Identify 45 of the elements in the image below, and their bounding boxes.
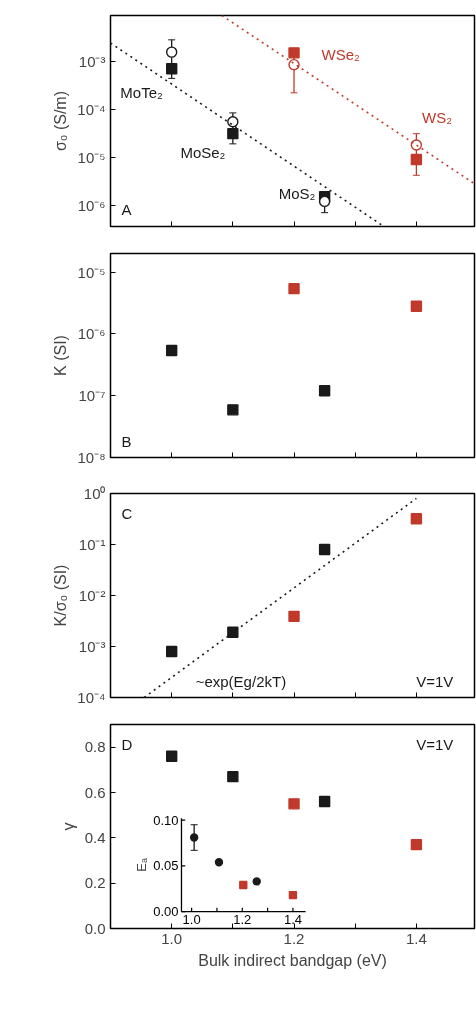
x-tick-label: 1.0 [182, 911, 201, 927]
y-tick-label: 10⁻⁵ [77, 148, 106, 166]
y-tick-label: 10⁻⁴ [77, 100, 106, 118]
x-tick-label: 1.2 [283, 929, 305, 947]
y-tick-label: 10⁰ [83, 485, 106, 502]
y-tick-label: 0.00 [153, 904, 179, 920]
x-axis-title: Bulk indirect bandgap (eV) [198, 951, 387, 969]
annotation: WSe₂ [321, 46, 361, 64]
y-axis-title: σ₀ (S/m) [52, 90, 70, 152]
x-tick-label: 1.4 [405, 929, 427, 947]
y-tick-label: 0.6 [84, 783, 106, 801]
annotation: MoSe₂ [180, 143, 226, 161]
annotation: C [121, 505, 133, 523]
y-axis-title: γ [59, 822, 77, 831]
y-tick-label: 10⁻² [78, 587, 106, 604]
y-tick-label: 0.05 [153, 858, 179, 874]
x-tick-label: 1.4 [283, 911, 302, 927]
annotation: ~exp(Eg/2kT) [195, 672, 287, 690]
y-tick-label: 10⁻⁵ [77, 263, 106, 281]
y-tick-label: 10⁻³ [78, 52, 106, 70]
y-tick-label: 10⁻⁸ [77, 449, 106, 466]
x-tick-label: 1.2 [233, 911, 252, 927]
annotation: V=1V [416, 736, 454, 754]
y-tick-label: 10⁻⁴ [77, 689, 106, 706]
annotation: V=1V [416, 672, 454, 690]
annotation: WS₂ [422, 108, 453, 126]
y-axis-title: K/σ₀ (SI) [52, 564, 70, 627]
y-axis-title: Eₐ [133, 858, 149, 872]
annotation: B [121, 432, 132, 450]
annotation: MoS₂ [278, 184, 316, 202]
annotation: MoTe₂ [120, 84, 164, 102]
y-tick-label: 10⁻³ [78, 638, 106, 655]
annotation: D [121, 736, 133, 754]
y-tick-label: 0.8 [84, 738, 106, 756]
y-tick-label: 10⁻⁷ [78, 387, 106, 405]
y-tick-label: 0.10 [153, 812, 179, 828]
y-tick-label: 0.4 [84, 828, 106, 846]
y-tick-label: 10⁻⁶ [77, 196, 106, 214]
y-axis-title: K (SI) [52, 335, 70, 376]
y-tick-label: 10⁻¹ [78, 536, 106, 553]
x-tick-label: 1.0 [161, 929, 183, 947]
y-tick-label: 0.2 [84, 874, 106, 892]
annotation: A [121, 201, 132, 219]
y-tick-label: 0.0 [84, 919, 106, 937]
y-tick-label: 10⁻⁶ [77, 325, 106, 343]
